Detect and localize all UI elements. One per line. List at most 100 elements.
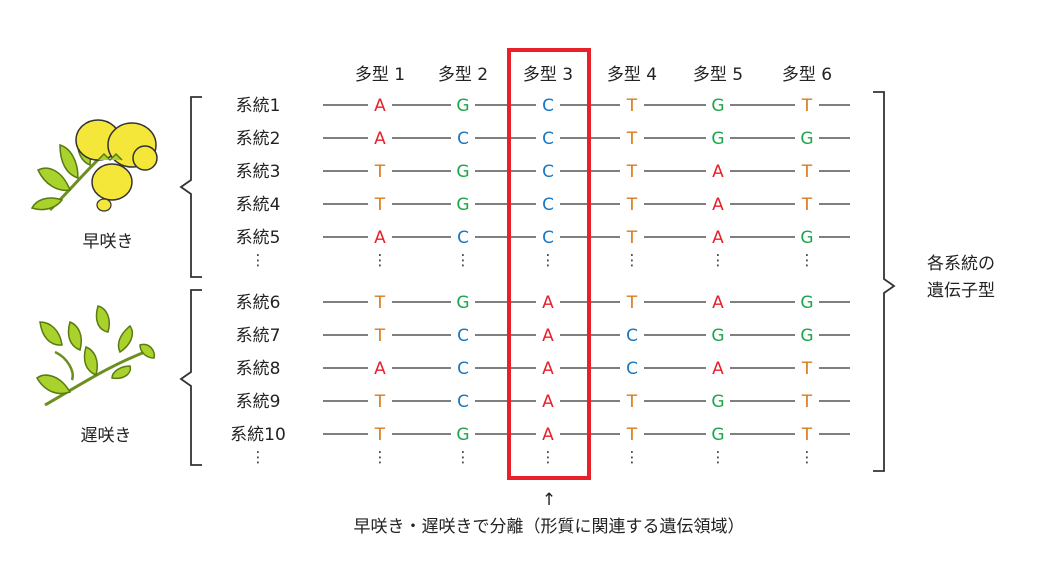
marker-headers: 多型 1 多型 2 多型 3 多型 4 多型 5 多型 6 [355,65,832,85]
base-A: A [712,228,724,248]
line-name: 系統6 [236,293,281,313]
marker-header-3: 多型 3 [523,65,573,85]
line-name: 系統7 [236,326,281,346]
ellipsis: ⋮ [456,251,471,269]
ellipsis: ⋮ [373,448,388,466]
ellipsis: ⋮ [541,251,556,269]
base-G: G [711,392,724,412]
base-T: T [801,425,813,445]
late-group-brace [179,289,202,466]
line-name: 系統10 [230,425,286,445]
genotype-row: 系統9 T C A T G T [236,392,850,412]
base-G: G [711,326,724,346]
genotype-row: 系統6 T G A T A G [236,293,850,313]
genotype-row: 系統10 T G A T G T [230,425,850,445]
base-G: G [456,96,469,116]
group-label-late: 遅咲き [81,426,132,446]
base-C: C [457,228,469,248]
ellipsis: ⋮ [373,251,388,269]
ellipsis: ⋮ [625,448,640,466]
base-T: T [626,195,638,215]
base-A: A [542,359,554,379]
line-name: 系統3 [236,162,281,182]
base-A: A [374,129,386,149]
base-C: C [457,359,469,379]
base-G: G [711,425,724,445]
base-T: T [801,195,813,215]
base-T: T [626,162,638,182]
marker-header-2: 多型 2 [438,65,488,85]
base-A: A [374,359,386,379]
genotype-row: 系統1 A G C T G T [236,96,850,116]
genotype-row: 系統8 A C A C A T [236,359,850,379]
base-C: C [542,129,554,149]
base-T: T [626,228,638,248]
line-name: 系統2 [236,129,281,149]
genotype-label-line1: 各系統の [927,254,995,274]
genotype-row: 系統7 T C A C G G [236,326,850,346]
genotype-row: 系統3 T G C T A T [236,162,850,182]
ellipsis: ⋮ [251,251,266,269]
base-C: C [457,392,469,412]
base-G: G [711,129,724,149]
late-leaf-illustration [36,305,156,407]
ellipsis: ⋮ [625,251,640,269]
base-G: G [800,228,813,248]
base-A: A [712,359,724,379]
base-A: A [374,96,386,116]
group-label-early: 早咲き [83,232,134,252]
line-name: 系統8 [236,359,281,379]
base-G: G [456,162,469,182]
base-T: T [374,392,386,412]
ellipsis: ⋮ [456,448,471,466]
ellipsis: ⋮ [800,251,815,269]
base-C: C [542,228,554,248]
ellipsis-row: ⋮ ⋮ ⋮ ⋮ ⋮ ⋮ ⋮ [251,251,815,269]
base-T: T [626,392,638,412]
base-G: G [456,195,469,215]
highlight-box-marker-3 [507,48,591,480]
base-G: G [800,293,813,313]
marker-header-5: 多型 5 [693,65,743,85]
base-A: A [712,162,724,182]
base-G: G [456,293,469,313]
base-A: A [542,425,554,445]
base-T: T [626,129,638,149]
caption: 早咲き・遅咲きで分離（形質に関連する遺伝領域） [354,517,745,537]
base-A: A [712,293,724,313]
ellipsis: ⋮ [800,448,815,466]
up-arrow: ↑ [542,490,556,510]
base-G: G [711,96,724,116]
base-T: T [626,96,638,116]
genotype-row: 系統5 A C C T A G [236,228,850,248]
base-A: A [542,392,554,412]
base-T: T [626,425,638,445]
base-T: T [626,293,638,313]
base-A: A [712,195,724,215]
early-group-brace [179,96,202,278]
base-C: C [457,326,469,346]
genotype-row: 系統2 A C C T G G [236,129,850,149]
line-name: 系統5 [236,228,281,248]
line-name: 系統4 [236,195,281,215]
early-flower-illustration [30,119,158,212]
base-T: T [374,195,386,215]
base-T: T [801,96,813,116]
genotype-row: 系統4 T G C T A T [236,195,850,215]
base-G: G [456,425,469,445]
genotype-label-line2: 遺伝子型 [927,281,995,301]
ellipsis: ⋮ [711,251,726,269]
base-T: T [801,392,813,412]
genotype-brace [873,91,896,472]
base-C: C [626,359,638,379]
ellipsis: ⋮ [541,448,556,466]
base-G: G [800,326,813,346]
ellipsis: ⋮ [711,448,726,466]
ellipsis-row: ⋮ ⋮ ⋮ ⋮ ⋮ ⋮ ⋮ [251,448,815,466]
base-T: T [374,293,386,313]
base-T: T [374,326,386,346]
base-T: T [801,162,813,182]
marker-header-4: 多型 4 [607,65,657,85]
